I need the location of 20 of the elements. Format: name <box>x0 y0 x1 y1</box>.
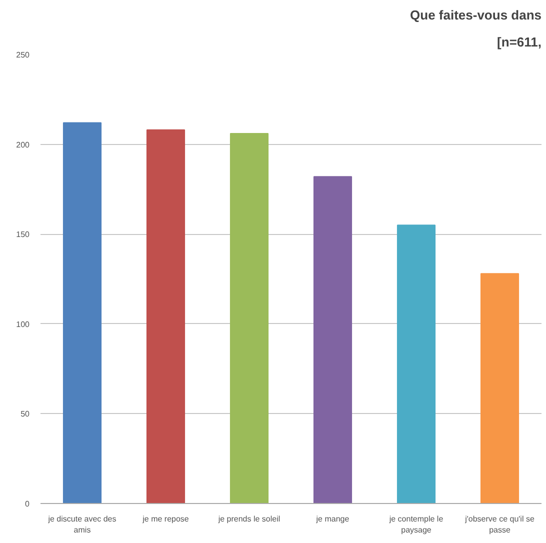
bar <box>313 176 352 504</box>
bar <box>230 133 269 504</box>
bar <box>396 224 436 504</box>
chart-subtitle: [n=611, <box>497 34 542 50</box>
x-tick-label: je me repose <box>142 514 190 524</box>
y-tick-label: 100 <box>16 320 30 329</box>
x-tick-label: j'observe ce qu'il se passe <box>464 514 535 534</box>
x-tick-label: je discute avec des amis <box>47 514 116 534</box>
x-tick-label: je mange <box>315 514 350 524</box>
x-tick-label: je prends le soleil <box>217 514 280 524</box>
bar <box>146 129 186 504</box>
x-tick-label: je contemple le paysage <box>388 514 444 534</box>
y-tick-label: 200 <box>16 140 30 150</box>
chart-title: Que faites-vous dans <box>410 8 542 22</box>
y-tick-label: 0 <box>25 500 30 508</box>
y-tick-label: 150 <box>16 230 30 240</box>
bar <box>480 273 520 504</box>
y-tick-label: 50 <box>20 410 30 419</box>
y-tick-label: 250 <box>16 50 30 60</box>
bar <box>62 122 102 504</box>
